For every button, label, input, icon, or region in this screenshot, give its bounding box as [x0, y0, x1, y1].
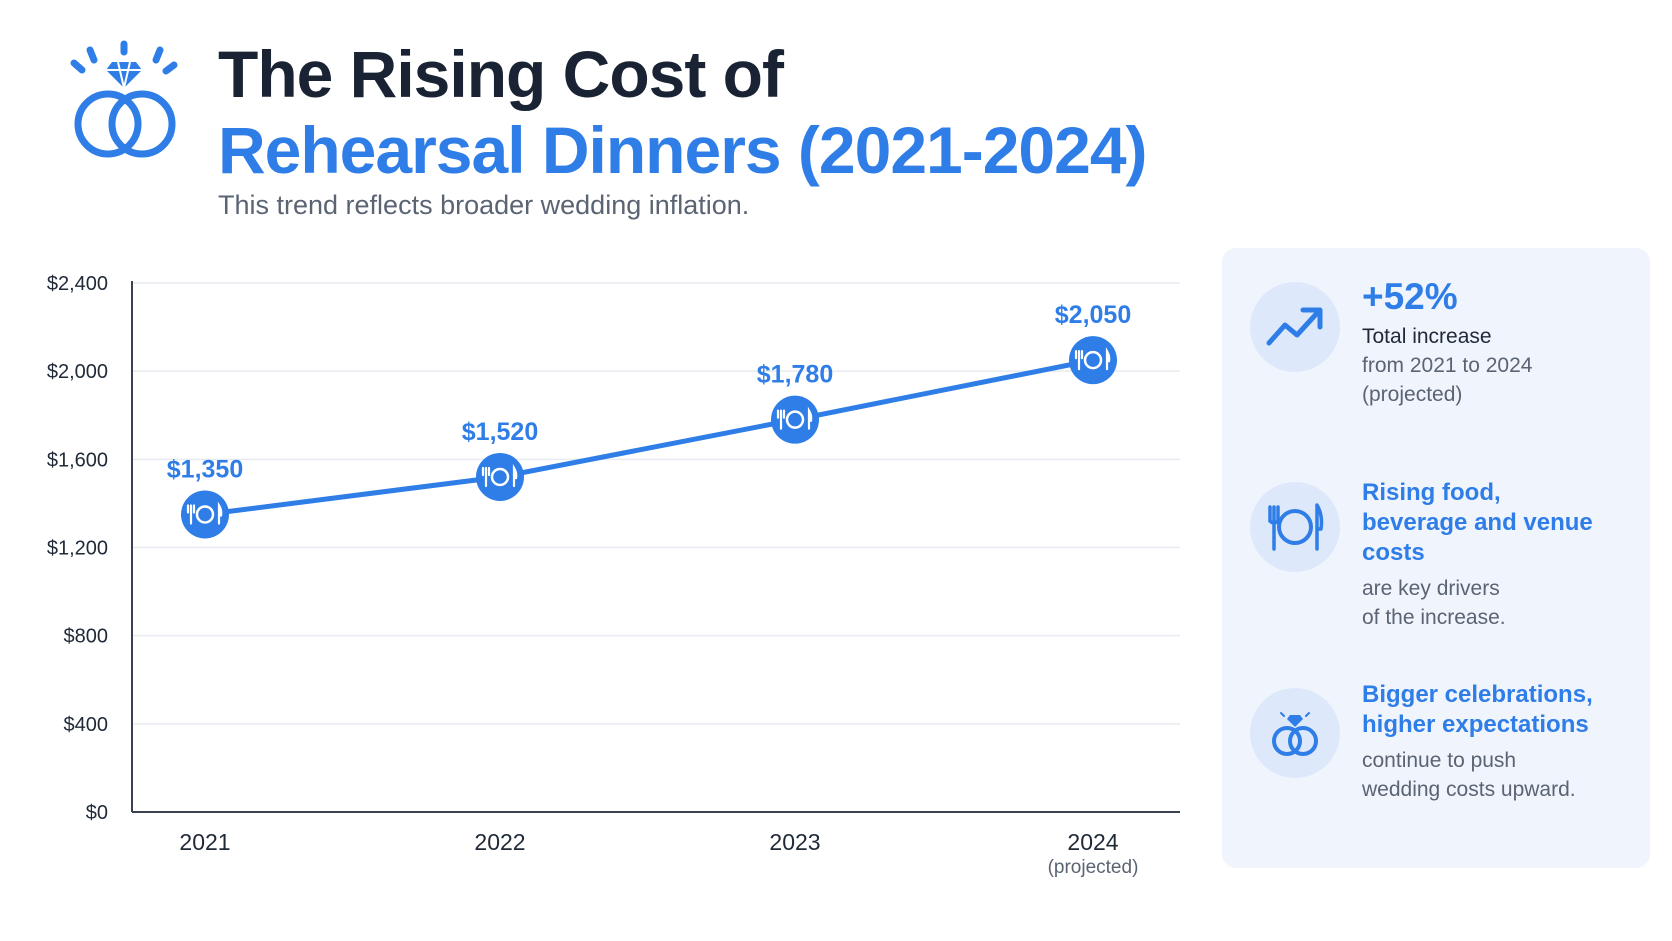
- wedding-rings-icon: [1272, 712, 1318, 756]
- x-tick-note: (projected): [1048, 857, 1139, 878]
- x-tick-label: 2022: [474, 829, 525, 855]
- data-label: $1,350: [167, 455, 243, 483]
- stat-description: are key drivers of the increase.: [1362, 577, 1506, 629]
- y-tick-label: $800: [64, 626, 109, 648]
- plate-cutlery-icon: [481, 463, 518, 488]
- title-line-2: Rehearsal Dinners (2021-2024): [218, 113, 1148, 187]
- insights-panel: +52% Total increase from 2021 to 2024 (p…: [1222, 248, 1650, 868]
- title-line-1: The Rising Cost of: [218, 37, 784, 111]
- wedding-rings-logo-icon: [70, 40, 178, 158]
- y-tick-label: $2,000: [47, 361, 108, 383]
- stat-label: Total increase: [1362, 325, 1492, 348]
- plate-cutlery-icon: [776, 406, 813, 430]
- plate-cutlery-icon: [186, 501, 223, 525]
- data-label: $2,050: [1055, 301, 1131, 329]
- stat-description: continue to push wedding costs upward.: [1362, 749, 1576, 801]
- cost-line-chart: $0 $400 $800 $1,200 $1,600 $2,000 $2,400 2021 $1…: [47, 273, 1180, 878]
- plate-cutlery-icon: [1074, 347, 1111, 371]
- x-tick-label: 2024: [1067, 829, 1118, 855]
- data-point: [476, 452, 524, 501]
- data-point: [771, 395, 819, 444]
- x-tick-label: 2021: [179, 829, 230, 855]
- series-line: [202, 357, 1096, 517]
- x-tick-label: 2023: [769, 829, 820, 855]
- data-label: $1,780: [757, 361, 833, 389]
- stat-value: +52%: [1362, 276, 1458, 317]
- y-tick-label: $2,400: [47, 273, 108, 295]
- stat-heading: Rising food, beverage and venue costs: [1362, 479, 1593, 566]
- data-label: $1,520: [462, 418, 538, 446]
- y-tick-label: $0: [86, 802, 108, 824]
- y-tick-label: $1,600: [47, 449, 108, 471]
- y-tick-label: $1,200: [47, 538, 108, 560]
- stat-description: from 2021 to 2024 (projected): [1362, 354, 1533, 406]
- data-point: [181, 490, 229, 539]
- plate-cutlery-icon: [1268, 503, 1324, 551]
- page-subtitle: This trend reflects broader wedding infl…: [218, 190, 750, 220]
- trend-up-icon: [1266, 307, 1323, 346]
- page-title: The Rising Cost of Rehearsal Dinners (20…: [218, 36, 1148, 188]
- stat-heading: Bigger celebrations, higher expectations: [1362, 681, 1593, 738]
- data-point: [1069, 336, 1117, 385]
- y-tick-label: $400: [64, 714, 109, 736]
